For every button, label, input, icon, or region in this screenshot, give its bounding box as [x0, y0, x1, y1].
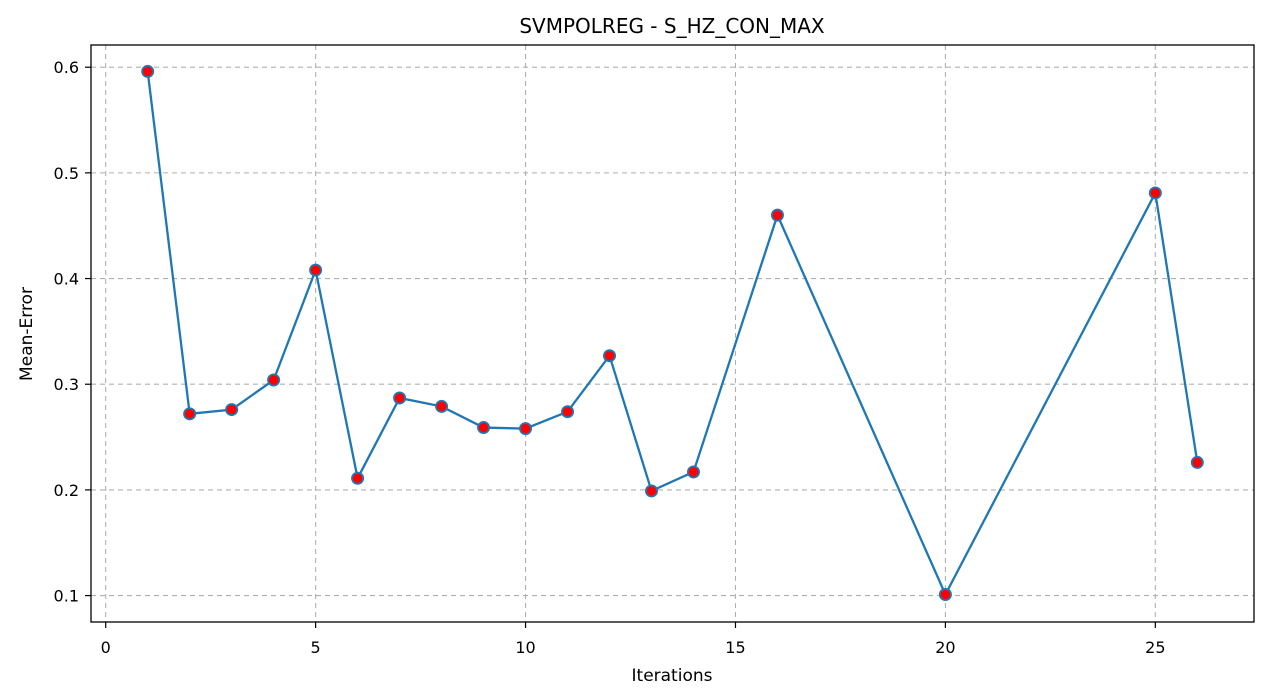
- data-point: [686, 465, 700, 479]
- x-tick-label: 20: [935, 638, 955, 657]
- y-tick-label: 0.2: [54, 481, 79, 500]
- data-point: [1190, 455, 1204, 469]
- data-point: [309, 263, 323, 277]
- x-axis-label: Iterations: [632, 666, 713, 686]
- x-axis-ticks: 0 5 10 15 20 25: [101, 622, 1166, 657]
- y-tick-label: 0.5: [54, 164, 79, 183]
- data-point: [141, 64, 155, 78]
- x-tick-label: 25: [1145, 638, 1165, 657]
- x-tick-label: 5: [311, 638, 321, 657]
- data-point: [519, 422, 533, 436]
- chart-title: SVMPOLREG - S_HZ_CON_MAX: [519, 14, 825, 38]
- data-point: [351, 471, 365, 485]
- x-tick-label: 10: [515, 638, 535, 657]
- data-points: [141, 64, 1204, 602]
- y-tick-label: 0.4: [54, 270, 79, 289]
- series-line: [146, 71, 1199, 598]
- data-point: [1148, 186, 1162, 200]
- y-tick-label: 0.1: [54, 587, 79, 606]
- y-axis-label: Mean-Error: [17, 287, 37, 381]
- data-point: [267, 373, 281, 387]
- data-point: [183, 407, 197, 421]
- grid-lines: [91, 45, 1254, 622]
- data-point: [645, 484, 659, 498]
- data-point: [225, 403, 239, 417]
- data-point: [770, 208, 784, 222]
- data-point: [477, 421, 491, 435]
- data-point: [561, 405, 575, 419]
- plot-area-frame: [90, 44, 1255, 623]
- y-tick-label: 0.3: [54, 375, 79, 394]
- x-tick-label: 0: [101, 638, 111, 657]
- y-axis-ticks: 0.1 0.2 0.3 0.4 0.5 0.6: [54, 58, 91, 606]
- x-tick-label: 15: [725, 638, 745, 657]
- data-point: [938, 588, 952, 602]
- data-point: [393, 391, 407, 405]
- data-point: [435, 399, 449, 413]
- y-tick-label: 0.6: [54, 58, 79, 77]
- data-point: [603, 349, 617, 363]
